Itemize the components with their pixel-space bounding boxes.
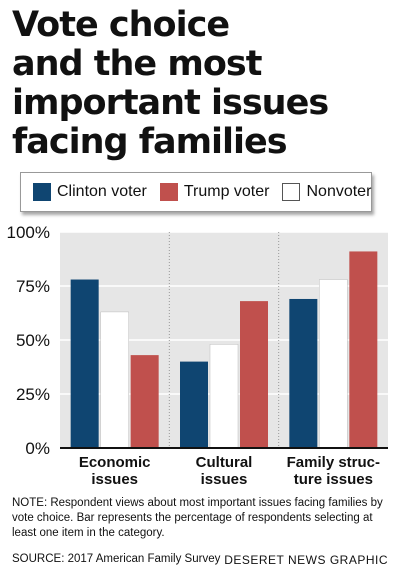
x-category-label: Family struc- (287, 454, 380, 471)
legend-swatch-nonvoter (282, 183, 301, 201)
title-line: facing families (12, 122, 288, 162)
legend-label: Nonvoter (306, 183, 372, 200)
bar (289, 298, 318, 448)
x-category-label: issues (201, 471, 248, 488)
chart-source: SOURCE: 2017 American Family Survey (12, 553, 221, 565)
legend-item-nonvoter: Nonvoter (282, 183, 371, 201)
title-line: important issues (12, 83, 329, 123)
bar (70, 279, 99, 448)
chart-legend: Clinton voter Trump voter Nonvoter (20, 172, 372, 212)
legend-swatch-trump (159, 183, 178, 201)
bar (180, 361, 208, 448)
bar (100, 311, 129, 449)
y-tick-label: 75% (16, 277, 50, 296)
legend-swatch-clinton (33, 183, 51, 201)
bar (349, 251, 378, 448)
chart-title: Vote choice and the most important issue… (12, 6, 392, 162)
legend-label: Clinton voter (57, 183, 147, 200)
chart-note: NOTE: Respondent views about most import… (12, 497, 383, 539)
bar (319, 279, 348, 449)
y-tick-label: 25% (16, 385, 50, 404)
x-category-label: Economic (79, 454, 151, 471)
legend-item-trump: Trump voter (159, 183, 270, 201)
bar (209, 344, 239, 449)
bar-chart: 0%25%50%75%100%EconomicissuesCulturaliss… (7, 223, 388, 488)
x-category-label: ture issues (294, 471, 373, 488)
legend-label: Trump voter (183, 183, 270, 200)
chart-credit: DESERET NEWS GRAPHIC (224, 553, 388, 567)
title-line: and the most (12, 44, 262, 84)
x-category-label: Cultural (196, 454, 253, 471)
x-category-label: issues (91, 471, 138, 488)
y-tick-label: 0% (25, 439, 50, 458)
bar (130, 355, 159, 448)
legend-item-clinton: Clinton voter (33, 183, 147, 201)
bar (240, 301, 268, 448)
title-line: Vote choice (12, 5, 230, 45)
y-tick-label: 100% (7, 223, 50, 242)
y-tick-label: 50% (16, 331, 50, 350)
